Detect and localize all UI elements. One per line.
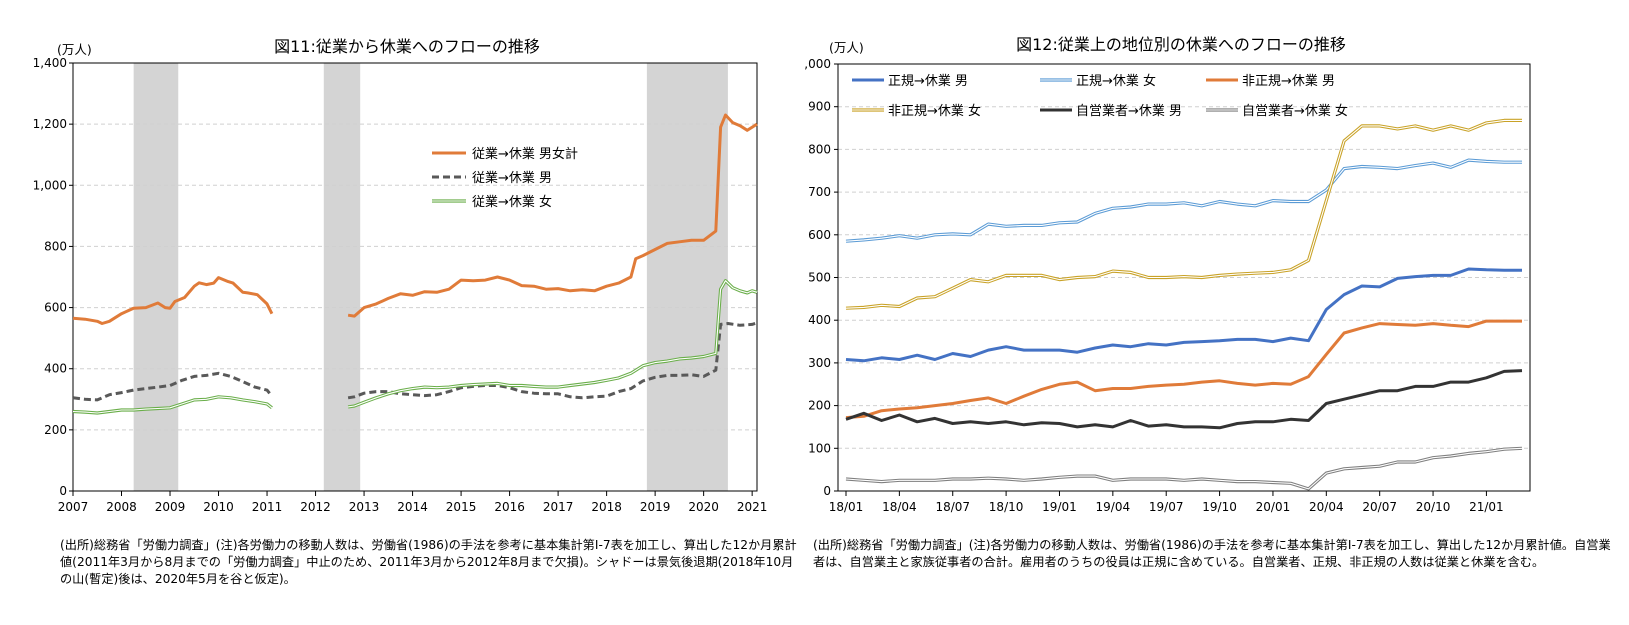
y-tick-label: 700 — [808, 185, 831, 199]
legend-label: 自営業者→休業 男 — [1076, 103, 1182, 119]
legend-label: 従業→休業 男 — [472, 170, 552, 186]
x-tick-label: 20/01 — [1256, 500, 1291, 514]
y-tick-label: 200 — [808, 399, 831, 413]
y-tick-label: 800 — [44, 239, 67, 253]
x-tick-label: 2011 — [252, 500, 283, 514]
x-tick-label: 2016 — [494, 500, 525, 514]
series-5-line — [845, 446, 1523, 491]
series-2-seg-0-line-inner — [72, 396, 273, 414]
x-tick-label: 2013 — [349, 500, 380, 514]
x-tick-label: 2014 — [397, 500, 428, 514]
x-tick-label: 18/04 — [882, 500, 917, 514]
x-tick-label: 2021 — [737, 500, 768, 514]
y-tick-label: 100 — [808, 441, 831, 455]
fig11-source-note: (出所)総務省「労働力調査」(注)各労働力の移動人数は、労働省(1986)の手法… — [60, 538, 797, 586]
x-tick-label: 21/01 — [1469, 500, 1504, 514]
y-tick-label: 400 — [44, 362, 67, 376]
x-tick-label: 20/04 — [1309, 500, 1344, 514]
series-0-line — [845, 267, 1522, 363]
series-4-line — [845, 369, 1523, 430]
chart-title: 図11:従業から休業へのフローの推移 — [274, 37, 540, 56]
y-tick-label: 0 — [823, 484, 831, 498]
chart-title: 図12:従業上の地位別の休業へのフローの推移 — [1016, 35, 1346, 54]
y-tick-label: 600 — [44, 301, 67, 315]
x-tick-label: 2015 — [446, 500, 477, 514]
y-axis-unit: (万人) — [829, 40, 864, 55]
series-5-line-inner — [845, 447, 1523, 490]
recession-shade-2 — [646, 63, 728, 491]
x-tick-label: 18/07 — [935, 500, 970, 514]
series-1-line-inner — [845, 159, 1522, 242]
legend-label: 自営業者→休業 女 — [1242, 103, 1348, 119]
legend-label: 非正規→休業 男 — [1242, 73, 1335, 89]
x-tick-label: 20/07 — [1362, 500, 1397, 514]
x-tick-label: 2007 — [58, 500, 89, 514]
x-tick-label: 20/10 — [1416, 500, 1451, 514]
y-axis-unit: (万人) — [57, 42, 92, 57]
x-tick-label: 2019 — [640, 500, 671, 514]
fig12-chart: 0 100 200 300 400 500 600 700 800 900 1,000 18/01 18… — [805, 35, 1531, 514]
recession-shade-0 — [133, 63, 179, 491]
x-tick-label: 2010 — [203, 500, 234, 514]
x-tick-label: 19/01 — [1042, 500, 1077, 514]
y-tick-label: 800 — [808, 142, 831, 156]
fig12-source-note: (出所)総務省「労働力調査」(注)各労働力の移動人数は、労働省(1986)の手法… — [813, 538, 1611, 569]
x-tick-label: 18/10 — [989, 500, 1024, 514]
y-tick-label: 400 — [808, 313, 831, 327]
x-tick-label: 2018 — [591, 500, 622, 514]
y-tick-label: 1,000 — [33, 178, 67, 192]
x-tick-label: 2017 — [543, 500, 574, 514]
y-tick-label: 500 — [808, 271, 831, 285]
x-tick-label: 2008 — [106, 500, 137, 514]
legend-label: 正規→休業 女 — [1076, 73, 1156, 89]
legend-label: 非正規→休業 女 — [888, 103, 981, 119]
x-tick-label: 2020 — [688, 500, 719, 514]
x-tick-label: 2009 — [155, 500, 186, 514]
y-tick-label: 1,400 — [33, 56, 67, 70]
y-tick-label: 200 — [44, 423, 67, 437]
series-2-line — [845, 319, 1522, 420]
legend-label: 従業→休業 女 — [472, 194, 552, 210]
series-1-line — [845, 158, 1522, 243]
x-tick-label: 19/04 — [1096, 500, 1131, 514]
y-tick-label: 900 — [808, 100, 831, 114]
plot-frame — [72, 62, 758, 492]
y-tick-label: 0 — [59, 484, 67, 498]
legend-label: 正規→休業 男 — [888, 73, 968, 89]
chart-panel-fig11: 0 200 400 600 800 1,000 1,200 1,400 2007 2008 2009… — [0, 0, 805, 625]
x-tick-label: 18/01 — [829, 500, 864, 514]
y-tick-label: 300 — [808, 356, 831, 370]
series-0-seg-1-line — [347, 113, 758, 318]
series-2-seg-1-line-inner — [348, 280, 758, 408]
series-1-seg-0-line — [72, 371, 274, 402]
legend-label: 従業→休業 男女計 — [472, 146, 578, 162]
plot-frame — [837, 63, 1531, 492]
y-tick-label: 600 — [808, 228, 831, 242]
x-tick-label: 2012 — [300, 500, 331, 514]
x-tick-label: 19/07 — [1149, 500, 1184, 514]
fig11-chart: 0 200 400 600 800 1,000 1,200 1,400 2007 2008 2009… — [33, 37, 768, 514]
series-0-seg-0-line — [72, 276, 274, 325]
chart-panel-fig12: 0 100 200 300 400 500 600 700 800 900 1,000 18/01 18… — [805, 0, 1629, 625]
series-3-line-inner — [845, 119, 1522, 309]
recession-shade-1 — [323, 63, 361, 491]
series-1-seg-1-line — [347, 321, 758, 400]
y-tick-label: 1,000 — [805, 57, 831, 71]
x-tick-label: 19/10 — [1202, 500, 1237, 514]
series-3-line — [845, 118, 1522, 310]
y-tick-label: 1,200 — [33, 117, 67, 131]
